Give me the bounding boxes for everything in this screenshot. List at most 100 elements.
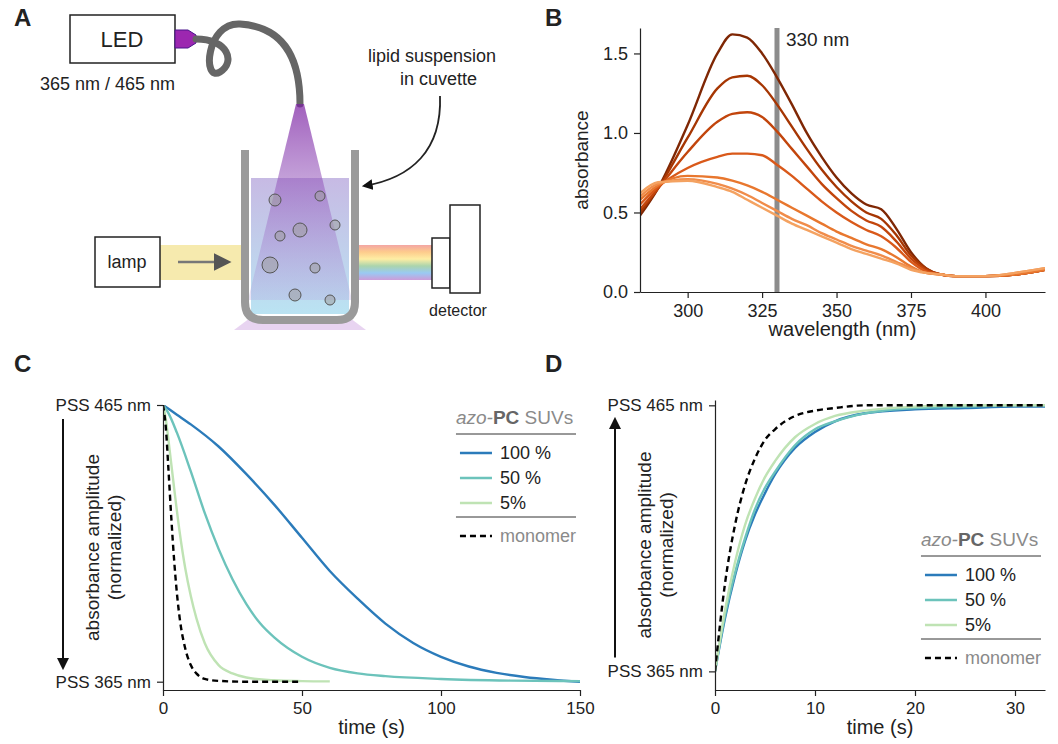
vesicle [289, 289, 301, 301]
legend-label: 5% [965, 615, 991, 635]
tick-mark [634, 53, 640, 54]
tick: 350 [822, 292, 852, 321]
series-line [640, 34, 1045, 276]
led-box [70, 15, 175, 63]
tick-label: 0 [159, 699, 168, 718]
tick-label: 10 [806, 699, 825, 718]
tick-mark [762, 292, 763, 298]
axis-line [163, 406, 164, 691]
vesicle [310, 263, 320, 273]
direction-arrow [614, 419, 616, 657]
series-line [640, 154, 1045, 276]
plot-area [640, 28, 1045, 292]
y-axis: 0.0 0.5 1.0 1.5 [603, 29, 641, 303]
tick-mark [634, 292, 640, 293]
tick-label: 50 [293, 699, 312, 718]
legend-swatch [925, 624, 957, 627]
tick-mark [709, 405, 715, 406]
sample-label: lipid suspensionin cuvette [368, 46, 496, 89]
series-line [640, 179, 1045, 276]
tick-mark [634, 212, 640, 213]
series-line [715, 405, 1045, 671]
tick-mark [985, 292, 986, 298]
tick-label: 0.5 [603, 203, 628, 223]
tick: 20 [906, 690, 925, 718]
panel: D0102030PSS 365 nmPSS 465 nmtime (s)abso… [545, 350, 1046, 738]
vesicle [293, 223, 307, 237]
tick: 1.5 [603, 44, 640, 64]
tick: 30 [1006, 690, 1025, 718]
tick: 150 [566, 690, 594, 718]
legend-swatch [460, 452, 492, 455]
wavelength-label: 365 nm / 465 nm [40, 74, 175, 94]
legend-swatch [460, 502, 492, 505]
vesicle [330, 220, 340, 230]
tick: 50 [293, 690, 312, 718]
x-axis-title: time (s) [338, 716, 405, 738]
vesicle [269, 194, 281, 206]
tick: 400 [971, 292, 1001, 321]
tick-mark [580, 690, 581, 696]
series-line [640, 181, 1045, 276]
series-line [715, 405, 1045, 671]
tick: 0.5 [603, 203, 640, 223]
plot-area [715, 405, 1045, 671]
tick-label: 0 [711, 699, 720, 718]
x-axis-title: time (s) [847, 716, 914, 738]
series-line [640, 76, 1045, 276]
tick-mark [441, 690, 442, 696]
series-line [715, 405, 1045, 671]
tick: PSS 465 nm [608, 396, 715, 415]
legend-title: azo-PC SUVs [456, 407, 573, 428]
direction-arrow [62, 419, 64, 668]
tick: 100 [427, 690, 455, 718]
legend-label: 100 % [965, 565, 1016, 585]
legend-label: 100 % [500, 443, 551, 463]
tick: PSS 465 nm [56, 396, 163, 415]
detector-label: detector [429, 302, 487, 319]
panel-letter: B [545, 4, 562, 31]
x-axis-title: wavelength (nm) [768, 318, 917, 340]
tick: 300 [673, 292, 703, 321]
tick-label: 1.0 [603, 123, 628, 143]
tick: 0 [159, 690, 168, 718]
beam-arrow [178, 261, 228, 264]
vesicle [275, 231, 285, 241]
detector-body [450, 205, 480, 293]
tick-label: 1.5 [603, 44, 628, 64]
legend-swatch [460, 535, 492, 538]
vesicle [315, 191, 325, 201]
legend-title: azo-PC SUVs [921, 529, 1038, 550]
tick-mark [915, 690, 916, 696]
tick: 10 [806, 690, 825, 718]
legend-swatch [925, 657, 957, 660]
legend: azo-PC SUVs100 %50 %5%monomer [456, 407, 576, 546]
tick: 325 [748, 292, 778, 321]
legend-swatch [925, 574, 957, 577]
legend-label: monomer [965, 648, 1041, 668]
legend-rule [921, 639, 1041, 640]
sample-arrow [364, 96, 440, 186]
light-cone [248, 104, 352, 300]
legend-label: 50 % [500, 468, 541, 488]
legend-label: monomer [500, 526, 576, 546]
tick-mark [302, 690, 303, 696]
tick: 375 [896, 292, 926, 321]
led-label: LED [101, 27, 144, 52]
tick: PSS 365 nm [608, 662, 715, 681]
x-axis: 0 50 100 150 [159, 690, 595, 718]
tick-label: PSS 465 nm [608, 396, 703, 415]
tick-label: 300 [673, 301, 703, 321]
diagram: ALED365 nm / 465 nmlampdetectorlipid sus… [14, 4, 496, 330]
tick-mark [715, 690, 716, 696]
series-line [640, 112, 1045, 276]
figure: ALED365 nm / 465 nmlampdetectorlipid sus… [0, 0, 1058, 744]
tick-mark [157, 682, 163, 683]
vesicle [325, 295, 335, 305]
axis-line [164, 690, 581, 691]
tick: 0.0 [603, 282, 640, 302]
panel-letter: C [14, 350, 31, 377]
transmitted-beam [355, 245, 432, 280]
y-axis-title: absorbance amplitude(normalized) [634, 452, 677, 639]
axis-line [640, 29, 641, 293]
